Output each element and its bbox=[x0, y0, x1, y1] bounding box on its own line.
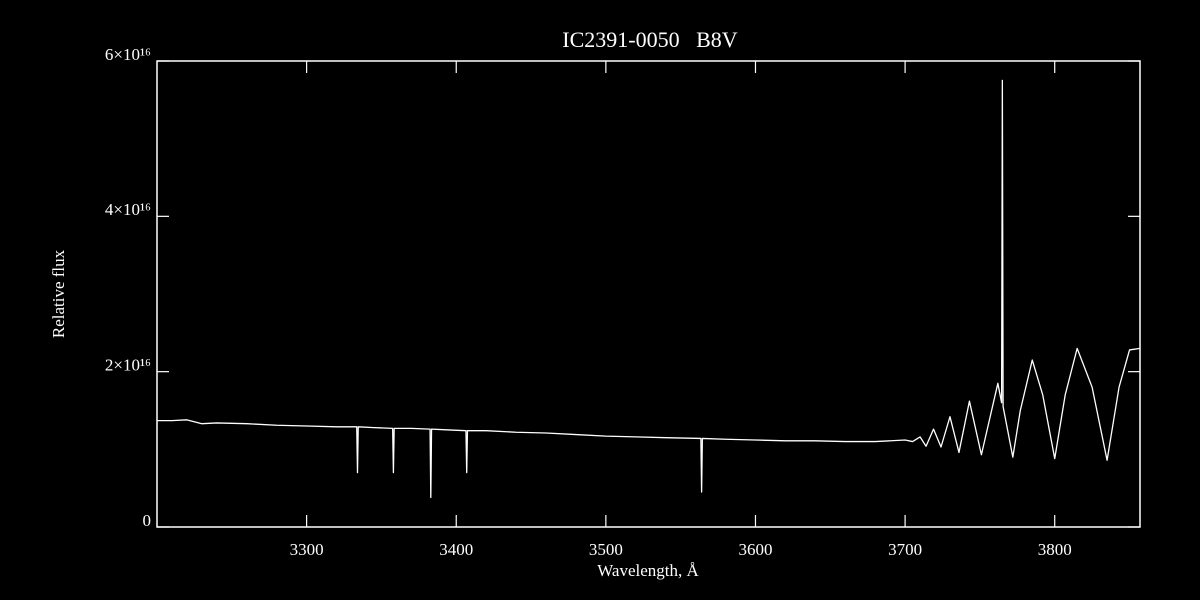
y-tick-label: 2×10¹⁶ bbox=[105, 356, 151, 375]
y-axis-label: Relative flux bbox=[49, 249, 68, 338]
x-axis-label: Wavelength, Å bbox=[597, 561, 699, 580]
x-tick-label: 3500 bbox=[589, 540, 623, 559]
y-tick-label: 6×10¹⁶ bbox=[105, 45, 151, 64]
plot-frame bbox=[156, 60, 1141, 528]
x-tick-label: 3700 bbox=[888, 540, 922, 559]
x-tick-label: 3300 bbox=[290, 540, 324, 559]
x-tick-label: 3400 bbox=[439, 540, 473, 559]
y-tick-label: 4×10¹⁶ bbox=[105, 200, 151, 219]
spectrum-line bbox=[157, 79, 1141, 499]
x-tick-label: 3800 bbox=[1038, 540, 1072, 559]
chart-title: IC2391-0050 B8V bbox=[562, 27, 738, 52]
y-tick-label: 0 bbox=[143, 511, 152, 530]
x-tick-label: 3600 bbox=[738, 540, 772, 559]
